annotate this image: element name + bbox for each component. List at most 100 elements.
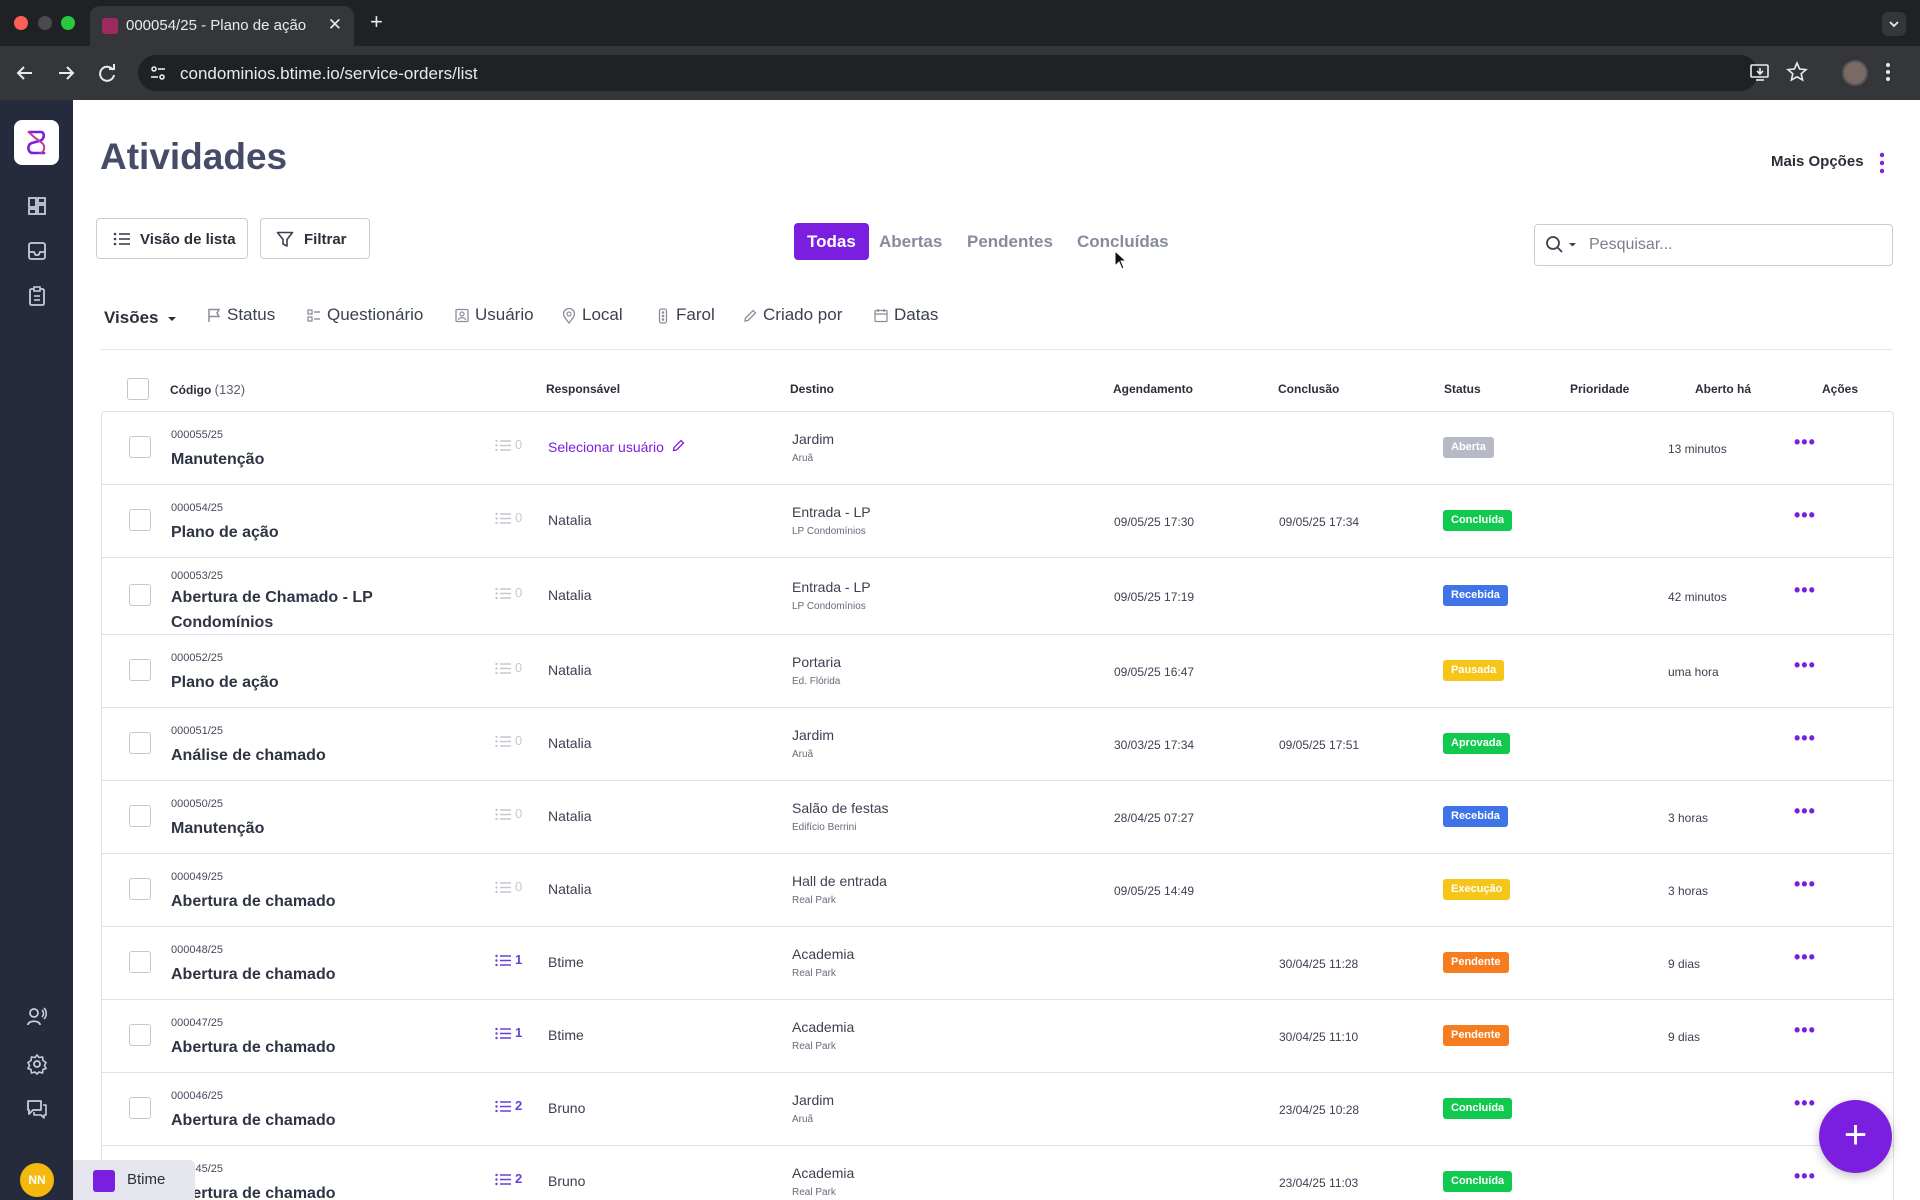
tab-concluidas[interactable]: Concluídas: [1077, 232, 1169, 251]
filter-status[interactable]: Status: [207, 305, 292, 325]
filter-dates[interactable]: Datas: [874, 305, 944, 325]
row-checkbox[interactable]: [129, 1097, 151, 1119]
column-header-priority[interactable]: Prioridade: [1570, 382, 1630, 396]
row-actions-menu[interactable]: •••: [1794, 1020, 1816, 1040]
more-options-kebab-icon[interactable]: [1879, 152, 1885, 179]
new-tab-button[interactable]: +: [370, 9, 383, 34]
browser-tab-active[interactable]: 000054/25 - Plano de ação ✕: [90, 6, 354, 46]
column-header-conclusion[interactable]: Conclusão: [1278, 382, 1340, 396]
user-avatar[interactable]: NN: [20, 1163, 54, 1197]
row-checkbox[interactable]: [129, 584, 151, 606]
profile-avatar[interactable]: [1842, 60, 1868, 86]
window-minimize-button[interactable]: [38, 16, 52, 30]
row-checkbox[interactable]: [129, 805, 151, 827]
settings-icon[interactable]: [26, 1053, 48, 1076]
column-header-schedule[interactable]: Agendamento: [1113, 382, 1194, 396]
back-button[interactable]: [12, 60, 38, 86]
table-row[interactable]: 000049/25 Abertura de chamado 0 Natalia …: [102, 854, 1893, 927]
window-maximize-button[interactable]: [61, 16, 75, 30]
select-user-link[interactable]: Selecionar usuário: [548, 439, 685, 455]
window-close-button[interactable]: [14, 16, 28, 30]
bookmark-star-icon[interactable]: [1786, 60, 1808, 88]
table-row[interactable]: 000051/25 Análise de chamado 0 Natalia J…: [102, 708, 1893, 781]
filter-user[interactable]: Usuário: [455, 305, 540, 325]
site-info-icon[interactable]: [148, 63, 168, 88]
row-name[interactable]: Plano de ação: [171, 524, 279, 541]
table-row[interactable]: 000052/25 Plano de ação 0 Natalia Portar…: [102, 635, 1893, 708]
table-row[interactable]: 000053/25 Abertura de Chamado - LP Condo…: [102, 558, 1893, 635]
row-name[interactable]: Análise de chamado: [171, 747, 326, 764]
workspace-switcher[interactable]: Btime: [73, 1160, 195, 1200]
row-name[interactable]: Abertura de chamado: [171, 1185, 336, 1200]
column-header-destination[interactable]: Destino: [790, 382, 835, 396]
row-name[interactable]: Abertura de chamado: [171, 1112, 336, 1129]
install-app-icon[interactable]: [1749, 61, 1771, 88]
filter-traffic-light[interactable]: Farol: [656, 305, 721, 325]
tab-todas[interactable]: Todas: [794, 223, 869, 260]
app-logo[interactable]: [14, 120, 59, 165]
more-options-button[interactable]: Mais Opções: [1771, 153, 1864, 170]
filter-status-label: Status: [227, 305, 276, 324]
row-actions-menu[interactable]: •••: [1794, 580, 1816, 600]
browser-menu-icon[interactable]: [1885, 61, 1891, 88]
tab-search-button[interactable]: [1882, 12, 1906, 36]
table-row[interactable]: 000055/25 Manutenção 0 Selecionar usuári…: [102, 412, 1893, 485]
row-actions-menu[interactable]: •••: [1794, 874, 1816, 894]
table-row[interactable]: 000048/25 Abertura de chamado 1 Btime Ac…: [102, 927, 1893, 1000]
filter-button[interactable]: Filtrar: [260, 218, 370, 259]
tab-close-icon[interactable]: ✕: [327, 15, 342, 34]
row-name[interactable]: Plano de ação: [171, 674, 279, 691]
forward-button[interactable]: [53, 60, 79, 86]
column-header-code[interactable]: Código (132): [170, 382, 245, 397]
filter-created-by[interactable]: Criado por: [743, 305, 843, 325]
search-input[interactable]: [1589, 233, 1879, 257]
views-dropdown[interactable]: Visões: [104, 308, 177, 328]
row-checkbox[interactable]: [129, 732, 151, 754]
chat-icon[interactable]: [26, 1098, 48, 1120]
reload-button[interactable]: [94, 60, 120, 86]
row-actions-menu[interactable]: •••: [1794, 1166, 1816, 1186]
tab-abertas[interactable]: Abertas: [879, 232, 943, 251]
table-row[interactable]: 000047/25 Abertura de chamado 1 Btime Ac…: [102, 1000, 1893, 1073]
row-checkbox[interactable]: [129, 1024, 151, 1046]
row-actions-menu[interactable]: •••: [1794, 432, 1816, 452]
table-row[interactable]: 000054/25 Plano de ação 0 Natalia Entrad…: [102, 485, 1893, 558]
clipboard-icon[interactable]: [26, 285, 48, 307]
row-actions-menu[interactable]: •••: [1794, 801, 1816, 821]
row-actions-menu[interactable]: •••: [1794, 1093, 1816, 1113]
table-row[interactable]: 000046/25 Abertura de chamado 2 Bruno Ja…: [102, 1073, 1893, 1146]
users-icon[interactable]: [26, 1006, 48, 1028]
inbox-icon[interactable]: [26, 240, 48, 262]
filter-divider: [100, 349, 1893, 350]
table-row[interactable]: 000045/25 Abertura de chamado 2 Bruno Ac…: [102, 1146, 1893, 1200]
filter-questionnaire[interactable]: Questionário: [307, 305, 442, 325]
row-name[interactable]: Manutenção: [171, 451, 265, 468]
row-name[interactable]: Abertura de chamado: [171, 1039, 336, 1056]
row-actions-menu[interactable]: •••: [1794, 655, 1816, 675]
search-icon[interactable]: [1545, 235, 1579, 255]
column-header-status[interactable]: Status: [1444, 382, 1481, 396]
column-header-opened[interactable]: Aberto há: [1695, 382, 1752, 396]
table-row[interactable]: 000050/25 Manutenção 0 Natalia Salão de …: [102, 781, 1893, 854]
row-name[interactable]: Abertura de chamado: [171, 966, 336, 983]
row-checkbox[interactable]: [129, 951, 151, 973]
list-view-button[interactable]: Visão de lista: [96, 218, 248, 259]
search-field[interactable]: [1534, 224, 1893, 266]
row-actions-menu[interactable]: •••: [1794, 505, 1816, 525]
row-name[interactable]: Manutenção: [171, 820, 265, 837]
row-checkbox[interactable]: [129, 436, 151, 458]
row-checkbox[interactable]: [129, 659, 151, 681]
row-name[interactable]: Abertura de chamado: [171, 893, 336, 910]
row-actions-menu[interactable]: •••: [1794, 728, 1816, 748]
select-all-checkbox[interactable]: [127, 378, 149, 400]
add-activity-button[interactable]: +: [1819, 1100, 1892, 1173]
row-checkbox[interactable]: [129, 509, 151, 531]
row-checkbox[interactable]: [129, 878, 151, 900]
column-header-responsible[interactable]: Responsável: [546, 382, 621, 396]
row-name[interactable]: Abertura de Chamado - LP Condomínios: [171, 589, 373, 631]
filter-location[interactable]: Local: [562, 305, 632, 325]
dashboard-icon[interactable]: [26, 195, 48, 217]
url-field[interactable]: condominios.btime.io/service-orders/list: [138, 55, 1758, 91]
tab-pendentes[interactable]: Pendentes: [967, 232, 1053, 251]
row-actions-menu[interactable]: •••: [1794, 947, 1816, 967]
